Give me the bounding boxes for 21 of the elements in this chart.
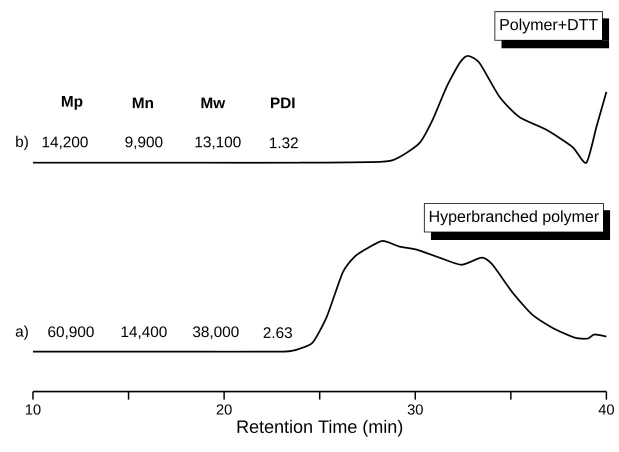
x-tick-label: 20 <box>216 404 232 415</box>
x-tick-label: 10 <box>26 404 41 415</box>
x-tick-label: 40 <box>598 404 614 415</box>
annotation: Mn <box>132 98 153 108</box>
annotation: 9,900 <box>125 136 162 150</box>
text: a) <box>16 326 28 340</box>
annotation: 13,100 <box>196 136 241 150</box>
annotation: 2.63 <box>264 327 292 338</box>
legend-label: Hyperbranched polymer <box>430 210 599 226</box>
annotation: Mw <box>201 98 226 108</box>
annotation: 38,000 <box>192 326 239 340</box>
annotation: PDI <box>270 98 294 108</box>
text: b) <box>16 136 28 150</box>
annotation: 14,200 <box>42 136 88 150</box>
x-tick-label: 30 <box>408 404 423 415</box>
legend-label: Polymer+DTT <box>500 18 598 34</box>
x-axis-title: Retention Time (min) <box>238 420 402 437</box>
annotation: Mp <box>62 96 82 110</box>
annotation: 1.32 <box>270 138 298 148</box>
annotation: 14,400 <box>122 326 167 340</box>
annotation: 60,900 <box>48 326 94 340</box>
